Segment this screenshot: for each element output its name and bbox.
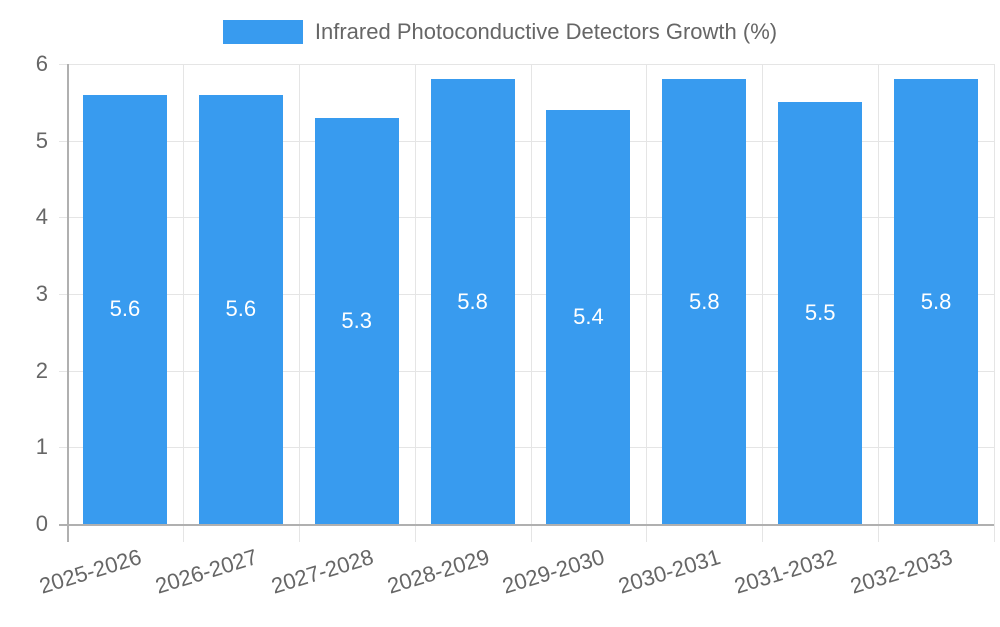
x-axis-line — [59, 524, 994, 526]
y-gridline — [59, 140, 994, 142]
y-tick-label: 2 — [35, 357, 48, 383]
legend-swatch — [222, 20, 303, 44]
bar-value-label: 5.6 — [225, 296, 257, 322]
x-gridline — [298, 64, 300, 542]
y-gridline — [59, 447, 994, 449]
x-tick-label: 2032-2033 — [847, 544, 956, 599]
y-tick-label: 1 — [35, 434, 48, 460]
y-tick-label: 3 — [35, 281, 48, 306]
y-tick-label: 4 — [35, 204, 48, 230]
bar[interactable] — [778, 102, 863, 524]
legend-label: Infrared Photoconductive Detectors Growt… — [314, 19, 778, 44]
bar-value-label: 5.5 — [804, 300, 836, 326]
y-gridline — [59, 217, 994, 219]
bar[interactable] — [546, 110, 631, 524]
legend[interactable]: Infrared Photoconductive Detectors Growt… — [0, 18, 1000, 46]
bar-value-label: 5.8 — [689, 288, 720, 314]
bar[interactable] — [314, 117, 399, 524]
y-gridline — [59, 370, 994, 372]
x-gridline — [646, 64, 648, 542]
y-gridline — [59, 64, 994, 65]
bar[interactable] — [82, 94, 167, 524]
x-gridline — [762, 64, 764, 542]
y-tick-label: 6 — [35, 51, 48, 76]
x-gridline — [530, 64, 532, 542]
y-tick-label: 0 — [35, 511, 48, 536]
x-gridline — [414, 64, 416, 542]
bar-value-label: 5.3 — [341, 307, 372, 333]
y-axis-line — [67, 64, 69, 542]
bar-value-label: 5.4 — [573, 304, 604, 329]
x-gridline — [994, 64, 995, 542]
bar[interactable] — [662, 79, 747, 524]
bar-value-label: 5.8 — [457, 288, 488, 314]
bar[interactable] — [430, 79, 515, 524]
y-tick-label: 5 — [35, 127, 48, 153]
bar[interactable] — [894, 79, 979, 524]
x-gridline — [878, 64, 880, 542]
bar[interactable] — [198, 94, 283, 524]
y-gridline — [59, 294, 994, 295]
bar-chart: Infrared Photoconductive Detectors Growt… — [0, 18, 1000, 599]
bar-value-label: 5.8 — [920, 288, 952, 314]
x-gridline — [182, 64, 184, 542]
bar-value-label: 5.6 — [109, 296, 141, 322]
